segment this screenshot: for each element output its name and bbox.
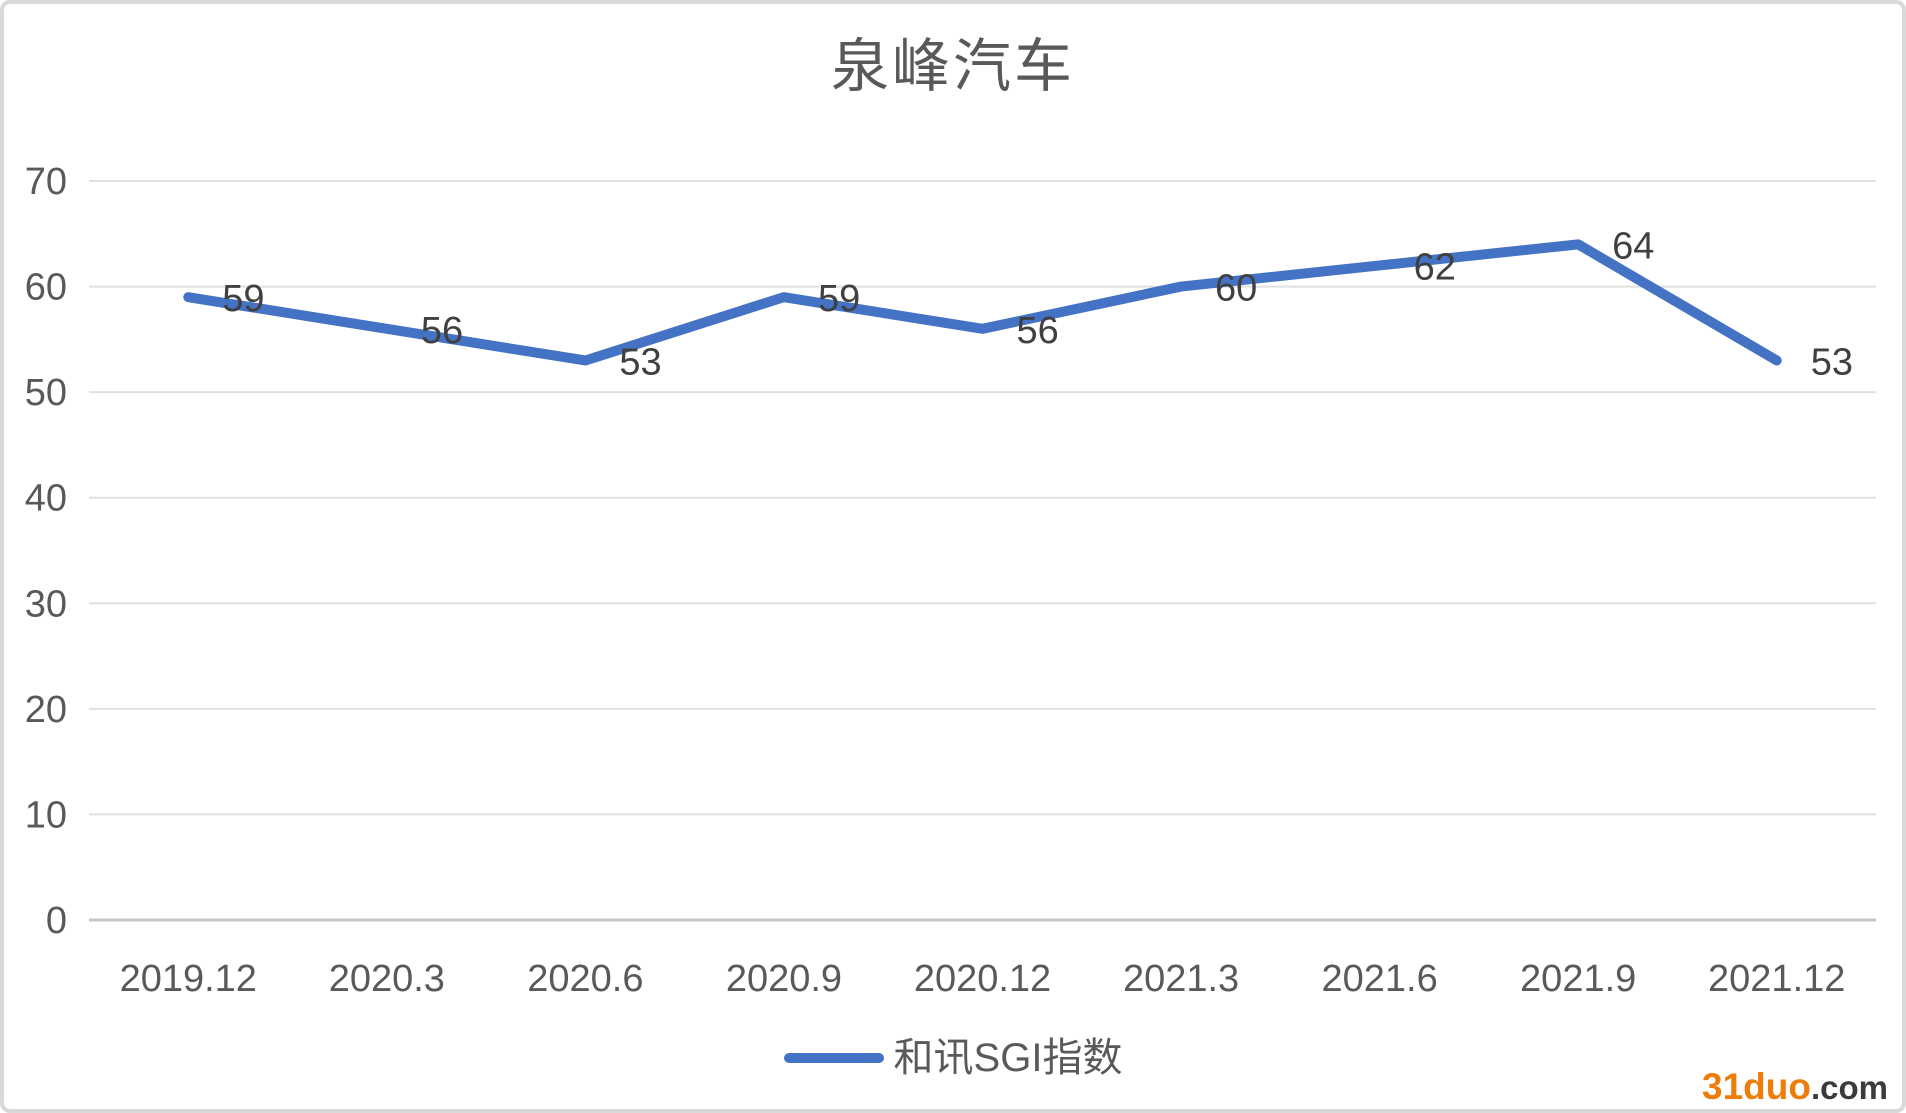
y-tick-label: 50 <box>25 372 67 414</box>
legend: 和讯SGI指数 <box>4 1036 1902 1080</box>
x-tick-label: 2019.12 <box>120 958 257 1000</box>
data-label: 59 <box>222 278 264 320</box>
x-tick-label: 2020.9 <box>726 958 842 1000</box>
data-label: 56 <box>1017 310 1059 352</box>
y-tick-label: 60 <box>25 267 67 309</box>
x-tick-label: 2021.9 <box>1520 958 1636 1000</box>
data-label: 60 <box>1215 268 1257 310</box>
x-tick-label: 2020.6 <box>527 958 643 1000</box>
y-tick-label: 20 <box>25 689 67 731</box>
y-tick-label: 70 <box>25 161 67 203</box>
y-tick-label: 10 <box>25 794 67 836</box>
watermark: 31duo.com <box>1702 1068 1888 1105</box>
data-label: 59 <box>818 278 860 320</box>
series-line <box>183 239 1782 366</box>
x-tick-label: 2020.3 <box>329 958 445 1000</box>
x-tick-label: 2021.3 <box>1123 958 1239 1000</box>
watermark-brand: 31duo <box>1702 1066 1811 1107</box>
x-tick-label: 2021.6 <box>1321 958 1437 1000</box>
x-tick-label: 2020.12 <box>914 958 1051 1000</box>
chart-title: 泉峰汽车 <box>830 34 1075 99</box>
y-tick-label: 40 <box>25 478 67 520</box>
data-label: 64 <box>1612 225 1654 267</box>
legend-line-swatch <box>783 1053 884 1063</box>
data-label: 53 <box>1811 341 1853 383</box>
line-chart: 0 10 20 30 40 50 60 70 2019.12 2020.3 2020.6 2020.9… <box>25 161 1876 1000</box>
data-label: 53 <box>619 341 661 383</box>
y-tick-label: 30 <box>25 583 67 625</box>
legend-label: 和讯SGI指数 <box>893 1036 1123 1080</box>
data-label: 62 <box>1414 246 1456 288</box>
x-tick-label: 2021.12 <box>1708 958 1845 1000</box>
y-tick-label: 0 <box>46 900 67 942</box>
watermark-suffix: .com <box>1810 1069 1888 1106</box>
data-label: 56 <box>421 310 463 352</box>
